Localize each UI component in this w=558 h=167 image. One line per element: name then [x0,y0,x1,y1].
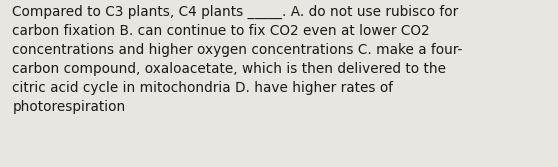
Text: Compared to C3 plants, C4 plants _____. A. do not use rubisco for
carbon fixatio: Compared to C3 plants, C4 plants _____. … [12,5,463,114]
